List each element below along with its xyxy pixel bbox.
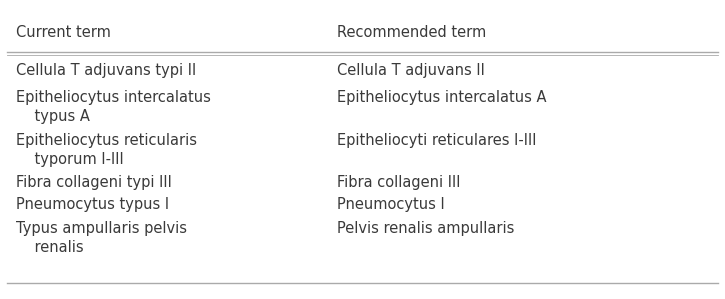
Text: Cellula T adjuvans typi II: Cellula T adjuvans typi II [16,63,196,78]
Text: Pelvis renalis ampullaris: Pelvis renalis ampullaris [337,221,515,236]
Text: Fibra collageni III: Fibra collageni III [337,175,460,190]
Text: Cellula T adjuvans II: Cellula T adjuvans II [337,63,485,78]
Text: Typus ampullaris pelvis
    renalis: Typus ampullaris pelvis renalis [16,221,187,255]
Text: Epitheliocytus intercalatus A: Epitheliocytus intercalatus A [337,90,547,105]
Text: Pneumocytus typus I: Pneumocytus typus I [16,197,169,212]
Text: Pneumocytus I: Pneumocytus I [337,197,445,212]
Text: Recommended term: Recommended term [337,25,486,40]
Text: Epitheliocytus intercalatus
    typus A: Epitheliocytus intercalatus typus A [16,90,211,124]
Text: Epitheliocyti reticulares I-III: Epitheliocyti reticulares I-III [337,133,536,148]
Text: Current term: Current term [16,25,111,40]
Text: Fibra collageni typi III: Fibra collageni typi III [16,175,172,190]
Text: Epitheliocytus reticularis
    typorum I-III: Epitheliocytus reticularis typorum I-III [16,133,197,167]
